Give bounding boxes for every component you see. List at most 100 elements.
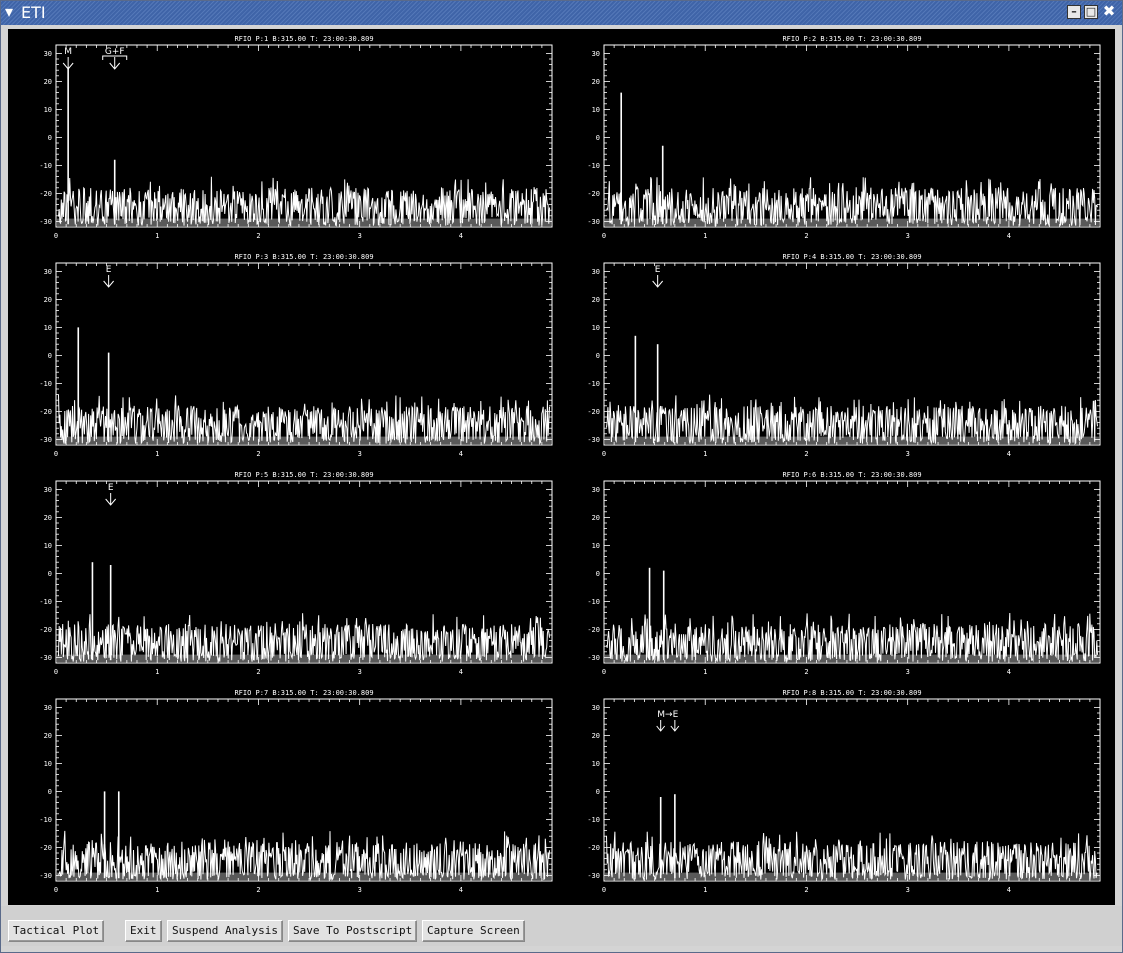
y-tick-label: -30	[39, 436, 52, 444]
x-tick-label: 1	[155, 886, 159, 894]
x-tick-label: 0	[602, 450, 606, 458]
x-tick-label: 1	[155, 232, 159, 240]
y-tick-label: -30	[39, 218, 52, 226]
y-tick-label: -10	[587, 162, 600, 170]
y-tick-label: 30	[592, 486, 600, 494]
y-tick-label: 20	[44, 78, 52, 86]
spectrum-panel-8: RFIO P:8 B:315.00 T: 23:00:30.809 30 20 10 0…	[560, 685, 1108, 901]
marker-arrow	[103, 275, 115, 288]
x-tick-label: 3	[358, 232, 362, 240]
x-tick-label: 0	[602, 886, 606, 894]
y-tick-label: -20	[587, 408, 600, 416]
y-tick-label: -20	[587, 626, 600, 634]
exit-button[interactable]: Exit	[125, 920, 162, 942]
y-tick-label: 0	[48, 134, 52, 142]
x-tick-label: 2	[804, 668, 808, 676]
y-tick-label: 10	[44, 760, 52, 768]
y-tick-label: -10	[587, 380, 600, 388]
y-tick-label: -10	[587, 598, 600, 606]
x-tick-label: 4	[1007, 668, 1011, 676]
floor-fill	[605, 872, 1099, 880]
y-tick-label: 10	[592, 324, 600, 332]
y-tick-label: 10	[592, 106, 600, 114]
x-tick-label: 0	[602, 668, 606, 676]
x-tick-label: 0	[54, 450, 58, 458]
y-tick-label: 20	[44, 514, 52, 522]
y-tick-label: -30	[587, 654, 600, 662]
y-tick-label: -20	[39, 626, 52, 634]
y-tick-label: -30	[39, 872, 52, 880]
spectrum-panel-1: RFIO P:1 B:315.00 T: 23:00:30.809 30 20 10 0…	[12, 31, 560, 247]
y-tick-label: -10	[39, 380, 52, 388]
floor-fill	[57, 872, 551, 880]
minimize-icon[interactable]: –	[1067, 5, 1081, 19]
chart-title: RFIO P:3 B:315.00 T: 23:00:30.809	[234, 253, 373, 261]
floor-fill	[57, 218, 551, 226]
window-menu-icon[interactable]: ▾	[5, 2, 14, 21]
y-tick-label: 0	[48, 352, 52, 360]
x-tick-label: 2	[256, 450, 260, 458]
marker-arrow	[656, 720, 666, 732]
y-tick-label: -20	[587, 844, 600, 852]
y-tick-label: -20	[39, 408, 52, 416]
marker-label: E	[106, 265, 112, 275]
x-tick-label: 4	[1007, 232, 1011, 240]
marker-label: E	[108, 483, 114, 493]
spectrum-chart-3: RFIO P:3 B:315.00 T: 23:00:30.8093020100…	[39, 253, 553, 458]
noise-trace	[606, 831, 1098, 882]
axes-frame	[55, 480, 553, 664]
spectrum-chart-8: RFIO P:8 B:315.00 T: 23:00:30.8093020100…	[587, 689, 1101, 894]
x-tick-label: 1	[703, 450, 707, 458]
chart-title: RFIO P:8 B:315.00 T: 23:00:30.809	[782, 689, 921, 697]
title-bar[interactable]: ▾ ETI – □ ✖	[1, 1, 1122, 25]
y-tick-label: -10	[39, 162, 52, 170]
y-tick-label: -20	[39, 190, 52, 198]
chart-title: RFIO P:7 B:315.00 T: 23:00:30.809	[234, 689, 373, 697]
y-tick-label: 10	[592, 760, 600, 768]
chart-title: RFIO P:2 B:315.00 T: 23:00:30.809	[782, 35, 921, 43]
noise-trace	[58, 613, 550, 663]
x-tick-label: 1	[703, 668, 707, 676]
capture-screen-button[interactable]: Capture Screen	[422, 920, 525, 942]
maximize-icon[interactable]: □	[1084, 5, 1098, 19]
tactical-plot-button[interactable]: Tactical Plot	[8, 920, 105, 942]
spectrum-panel-5: RFIO P:5 B:315.00 T: 23:00:30.809 30 20 10 0…	[12, 467, 560, 683]
floor-fill	[605, 436, 1099, 444]
x-tick-label: 2	[256, 232, 260, 240]
x-tick-label: 3	[906, 668, 910, 676]
suspend-analysis-button[interactable]: Suspend Analysis	[167, 920, 283, 942]
y-tick-label: -30	[587, 218, 600, 226]
floor-fill	[605, 654, 1099, 662]
y-tick-label: 0	[596, 570, 600, 578]
x-tick-label: 1	[155, 450, 159, 458]
y-tick-label: 20	[592, 296, 600, 304]
noise-trace	[606, 394, 1098, 445]
spectrum-panel-7: RFIO P:7 B:315.00 T: 23:00:30.809 30 20 10 0…	[12, 685, 560, 901]
close-icon[interactable]: ✖	[1102, 2, 1116, 20]
chart-title: RFIO P:4 B:315.00 T: 23:00:30.809	[782, 253, 921, 261]
x-tick-label: 1	[155, 668, 159, 676]
spectrum-panel-3: RFIO P:3 B:315.00 T: 23:00:30.809 30 20 10 0…	[12, 249, 560, 465]
x-tick-label: 2	[256, 668, 260, 676]
y-tick-label: 0	[596, 788, 600, 796]
y-tick-label: 30	[44, 50, 52, 58]
y-tick-label: 0	[48, 570, 52, 578]
axes-frame	[603, 480, 1101, 664]
x-tick-label: 3	[906, 450, 910, 458]
spectrum-chart-5: RFIO P:5 B:315.00 T: 23:00:30.8093020100…	[39, 471, 553, 676]
spectrum-panel-4: RFIO P:4 B:315.00 T: 23:00:30.809 30 20 10 0…	[560, 249, 1108, 465]
y-tick-label: 30	[44, 704, 52, 712]
save-to-postscript-button[interactable]: Save To Postscript	[288, 920, 418, 942]
y-tick-label: -30	[39, 654, 52, 662]
window-title: ETI	[21, 3, 46, 22]
floor-fill	[605, 218, 1099, 226]
x-tick-label: 1	[703, 232, 707, 240]
x-tick-label: 2	[256, 886, 260, 894]
axes-frame	[603, 262, 1101, 446]
x-tick-label: 2	[804, 232, 808, 240]
marker-arrow	[105, 493, 117, 506]
y-tick-label: -30	[587, 436, 600, 444]
x-tick-label: 0	[54, 668, 58, 676]
y-tick-label: -20	[39, 844, 52, 852]
